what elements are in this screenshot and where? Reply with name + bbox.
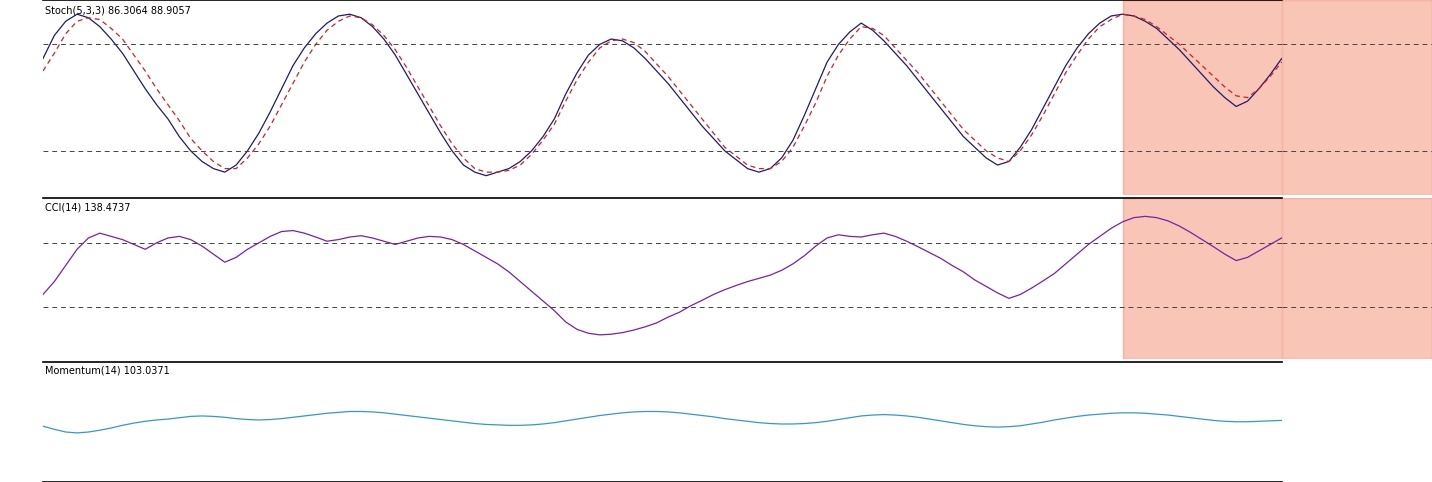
Bar <box>1282 0 1432 195</box>
Text: Momentum(14) 103.0371: Momentum(14) 103.0371 <box>46 365 170 375</box>
Bar <box>1123 0 1282 195</box>
Bar <box>1123 198 1282 359</box>
Text: CCI(14) 138.4737: CCI(14) 138.4737 <box>46 202 130 213</box>
Bar <box>1282 198 1432 359</box>
Text: Stoch(5,3,3) 86.3064 88.9057: Stoch(5,3,3) 86.3064 88.9057 <box>46 6 192 16</box>
